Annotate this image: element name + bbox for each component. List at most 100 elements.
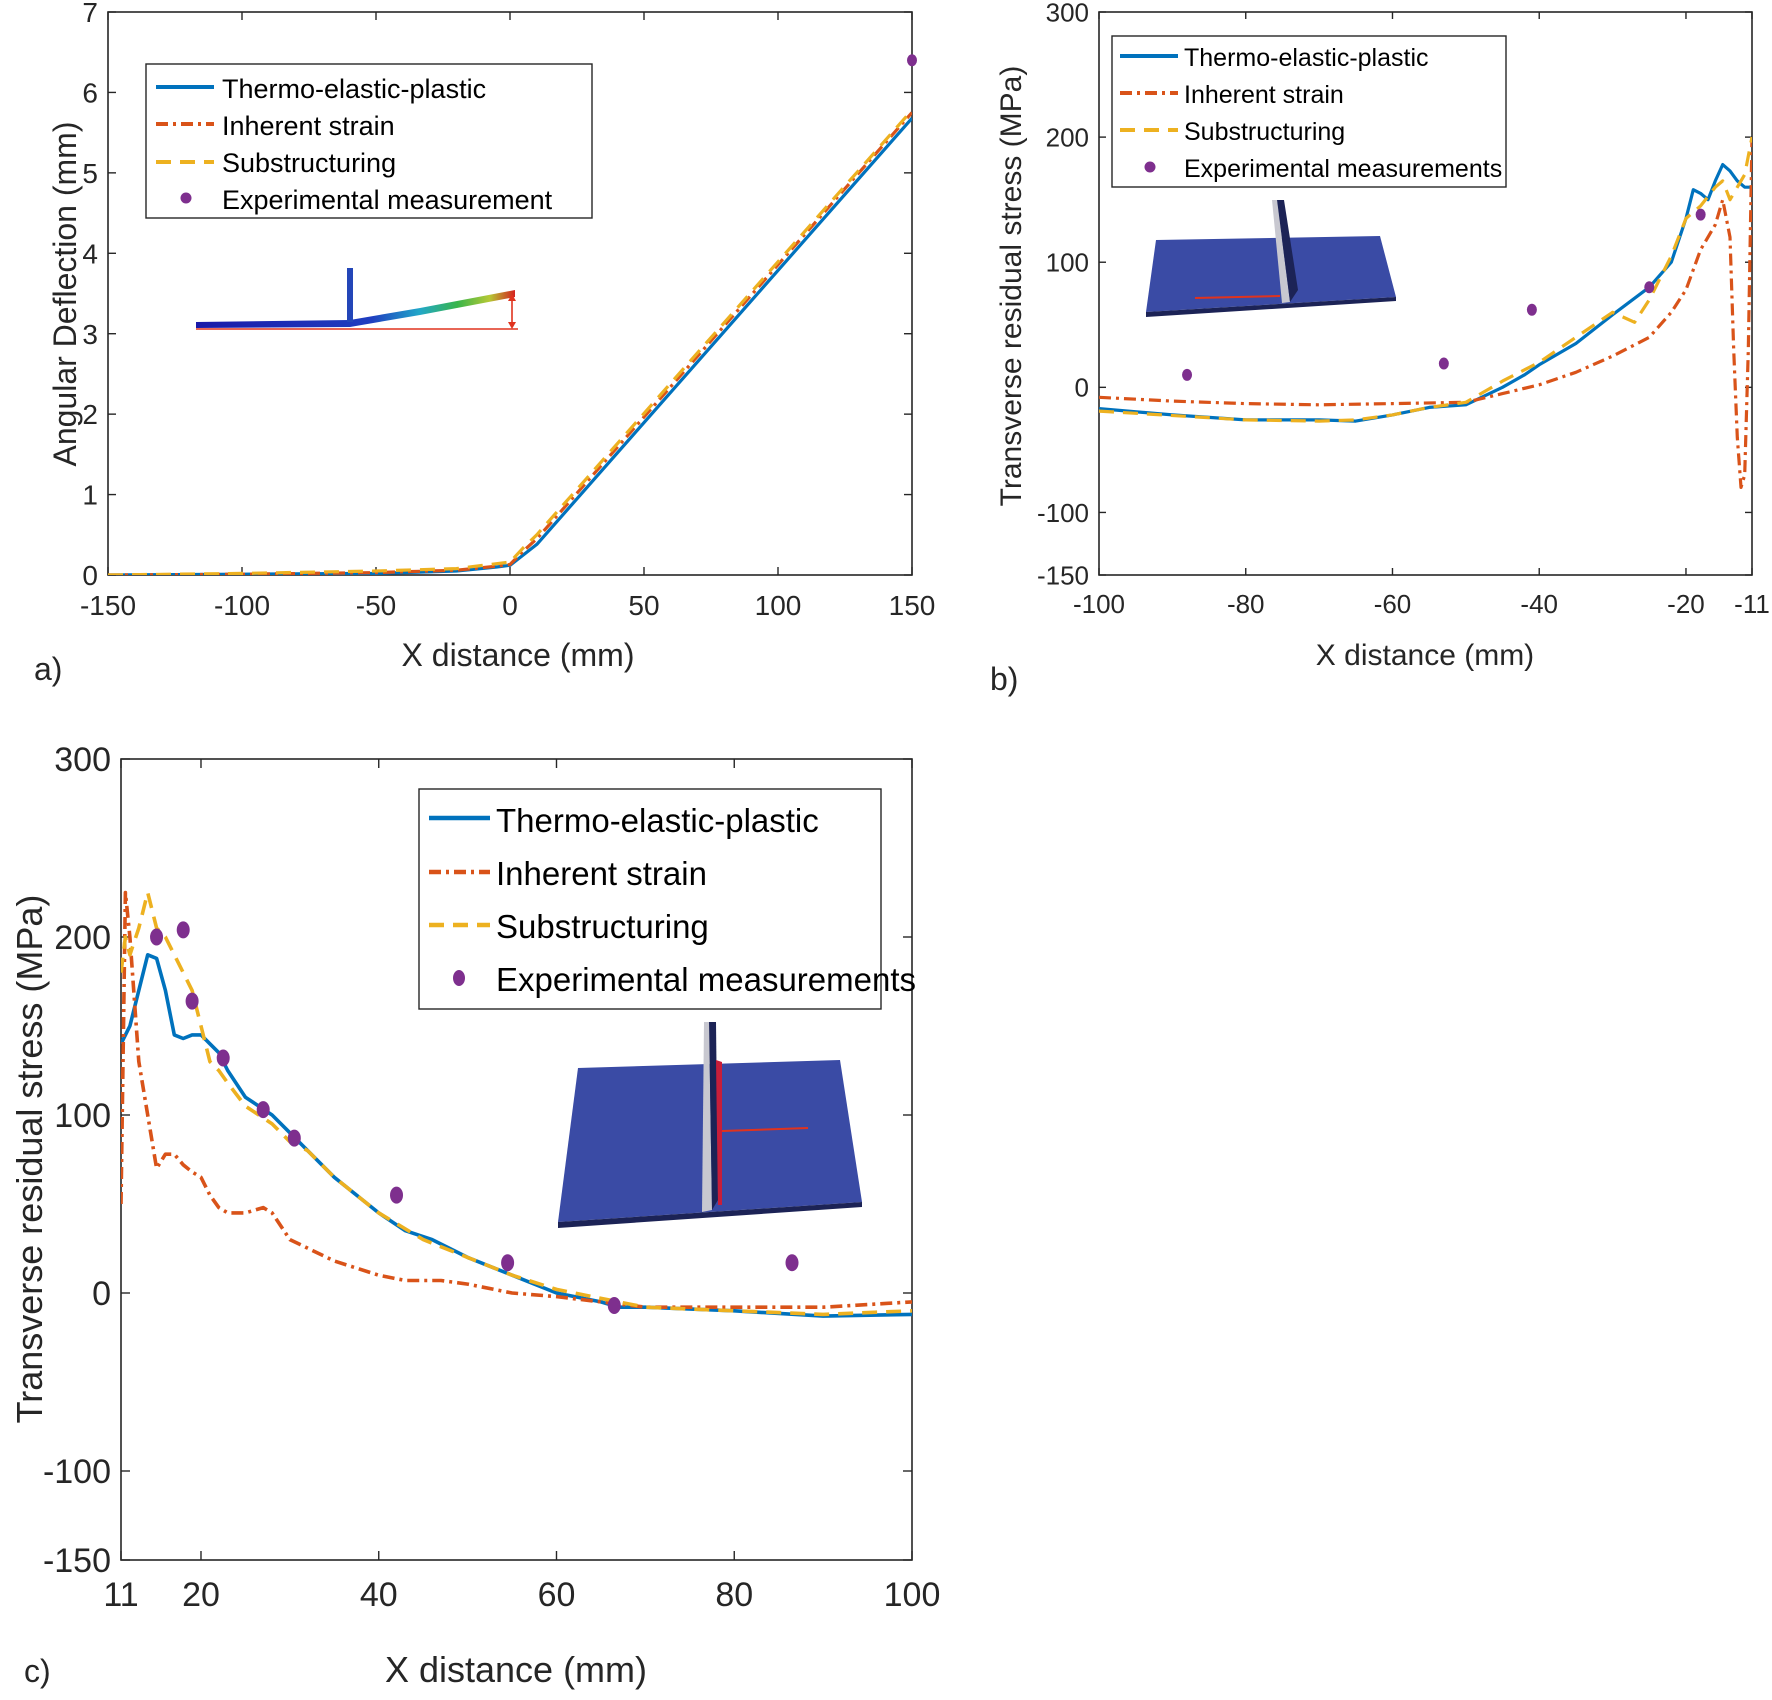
panel-a-xlabel: X distance (mm) <box>402 637 635 673</box>
x-tick-label: 100 <box>884 1576 941 1614</box>
series-line-substructuring <box>1099 136 1752 423</box>
inset-measurement-line <box>721 1127 809 1132</box>
y-tick-label: 300 <box>54 741 111 779</box>
legend-label: Experimental measurement <box>222 185 553 215</box>
experimental-point <box>1526 303 1537 316</box>
experimental-point <box>185 992 199 1010</box>
inset-weld-red <box>716 1060 722 1205</box>
y-tick-label: 100 <box>54 1097 111 1135</box>
inset-measurement-line <box>1194 295 1281 299</box>
x-tick-label: 11 <box>103 1576 138 1614</box>
y-tick-label: 100 <box>1046 248 1089 278</box>
panel-a-series <box>108 54 917 575</box>
x-tick-label: 60 <box>538 1576 576 1614</box>
y-tick-label: -150 <box>1037 560 1089 590</box>
legend-swatch-experimental <box>1144 161 1156 173</box>
legend-label: Thermo-elastic-plastic <box>222 74 486 104</box>
x-tick-label: 40 <box>360 1576 398 1614</box>
plot-area <box>108 109 912 575</box>
panel-b-series <box>1099 136 1752 489</box>
legend-label: Experimental measurements <box>1184 155 1502 183</box>
x-tick-label: 50 <box>628 590 659 621</box>
series-line-substructuring <box>121 890 912 1317</box>
experimental-point <box>176 921 190 939</box>
legend-label: Inherent strain <box>222 111 395 141</box>
panel-b-xlabel: X distance (mm) <box>1316 639 1534 672</box>
x-tick-label: 0 <box>502 590 518 621</box>
x-tick-label: 150 <box>889 590 936 621</box>
legend-swatch-experimental <box>453 970 465 986</box>
legend-box <box>418 788 882 1010</box>
y-tick-label: 4 <box>82 238 98 269</box>
panel-a-letter: a) <box>34 651 62 687</box>
experimental-point <box>390 1186 404 1204</box>
y-tick-label: 1 <box>82 480 98 511</box>
x-tick-label: -20 <box>1667 589 1705 619</box>
y-tick-label: 300 <box>1046 0 1089 27</box>
legend-label: Inherent strain <box>1184 81 1344 109</box>
legend-label: Substructuring <box>496 908 709 945</box>
panel-c-ylabel: Transverse residual stress (MPa) <box>9 895 50 1424</box>
y-tick-label: 6 <box>82 78 98 109</box>
inset-plate-edge <box>558 1202 862 1228</box>
x-tick-label: -60 <box>1374 589 1412 619</box>
x-tick-label: 80 <box>715 1576 753 1614</box>
experimental-point <box>216 1049 230 1067</box>
experimental-point <box>1438 357 1449 370</box>
experimental-point <box>607 1296 621 1314</box>
panel-c: 11 20 40 60 80 100 -150 -100 0 100 200 300 Thermo-e… <box>9 741 940 1690</box>
inset-plate-edge <box>1146 297 1396 317</box>
inset-arrowhead-top <box>508 294 516 301</box>
y-tick-label: 5 <box>82 158 98 189</box>
panel-a-ticks: -150 -100 -50 0 50 100 150 0 1 2 3 4 5 6 7 <box>80 0 935 621</box>
panel-c-ticks: 11 20 40 60 80 100 -150 -100 0 100 200 300 <box>43 741 940 1614</box>
experimental-point <box>150 928 164 946</box>
legend-box <box>1111 35 1507 188</box>
legend-label: Thermo-elastic-plastic <box>1184 44 1429 72</box>
experimental-point <box>501 1254 515 1272</box>
panel-b-letter: b) <box>990 661 1018 697</box>
panel-c-xlabel: X distance (mm) <box>385 1649 647 1690</box>
legend-label: Inherent strain <box>496 855 707 892</box>
y-tick-label: 0 <box>92 1275 111 1313</box>
experimental-point <box>256 1101 270 1119</box>
plot-area <box>1099 136 1752 489</box>
panel-a-axes-box <box>107 11 913 576</box>
series-line-tep <box>1099 163 1752 423</box>
inset-plate-top <box>1146 236 1396 312</box>
y-tick-label: 0 <box>1075 373 1089 403</box>
panel-c-inset-plate <box>558 1022 862 1228</box>
series-line-inherent <box>1099 137 1752 489</box>
experimental-point <box>785 1254 799 1272</box>
panel-c-series <box>121 890 912 1318</box>
x-tick-label: -100 <box>1073 589 1125 619</box>
inset-stiffener-dark <box>1277 200 1298 302</box>
inset-arrowhead-bottom <box>508 322 516 329</box>
legend-label: Substructuring <box>1184 118 1345 146</box>
panel-b-inset-plate <box>1146 200 1396 317</box>
inset-stiffener-dark <box>709 1022 718 1210</box>
panel-b-axes-box <box>1098 11 1753 576</box>
x-tick-label: -100 <box>214 590 270 621</box>
panel-a-ylabel: Angular Deflection (mm) <box>47 122 83 467</box>
x-tick-label: -80 <box>1227 589 1265 619</box>
x-tick-label: -11 <box>1734 589 1770 619</box>
x-tick-label: -40 <box>1520 589 1558 619</box>
inset-stiffener-light <box>702 1022 712 1212</box>
x-tick-label: -150 <box>80 590 136 621</box>
legend-box <box>145 63 593 219</box>
y-tick-label: 200 <box>1046 122 1089 152</box>
panel-b-legend: Thermo-elastic-plastic Inherent strain S… <box>1111 35 1507 188</box>
y-tick-label: 7 <box>82 0 98 28</box>
panel-a: -150 -100 -50 0 50 100 150 0 1 2 3 4 5 6 7 <box>34 0 935 687</box>
experimental-point <box>1695 208 1706 221</box>
experimental-point <box>907 54 917 67</box>
y-tick-label: 200 <box>54 919 111 957</box>
inset-stiffener <box>347 268 353 322</box>
panel-c-legend: Thermo-elastic-plastic Inherent strain S… <box>418 788 916 1010</box>
legend-label: Thermo-elastic-plastic <box>496 802 819 839</box>
y-tick-label: -100 <box>43 1453 111 1491</box>
